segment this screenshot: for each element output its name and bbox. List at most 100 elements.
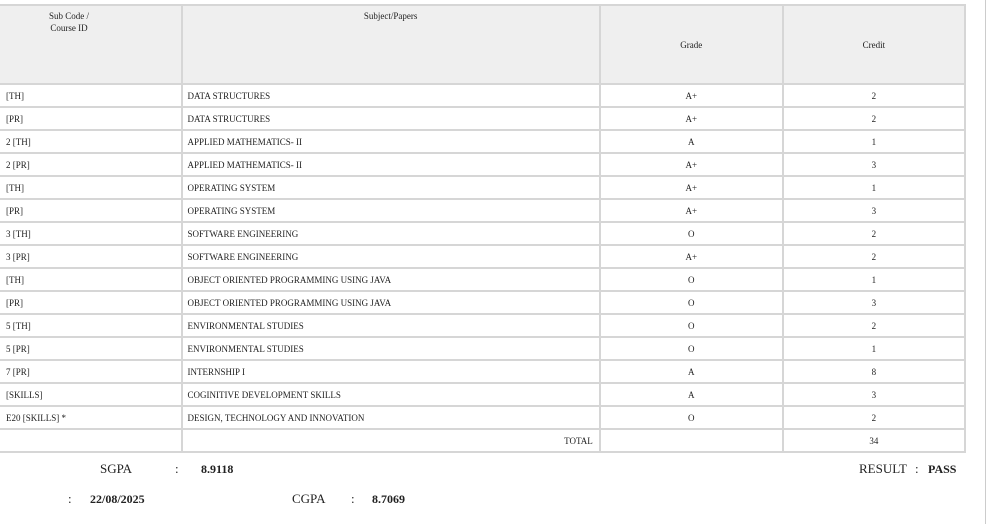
cell-code: 7 [PR]	[0, 359, 183, 384]
table-row: 5 [PR] ENVIRONMENTAL STUDIES O 1	[0, 336, 967, 361]
cell-code: 5 [PR]	[0, 336, 183, 361]
cell-credit: 1	[781, 175, 967, 200]
cgpa-value: 8.7069	[372, 492, 405, 506]
cell-credit: 1	[781, 336, 967, 361]
cell-subject: OPERATING SYSTEM	[180, 198, 601, 223]
cell-grade: O	[598, 267, 784, 292]
cgpa-label: CGPA	[292, 491, 326, 506]
result-label: RESULT	[859, 461, 907, 476]
cell-subject: INTERNSHIP I	[180, 359, 601, 384]
cell-code: [PR]	[0, 106, 183, 131]
page-edge-divider	[985, 0, 986, 524]
cell-subject: DESIGN, TECHNOLOGY AND INNOVATION	[180, 405, 601, 430]
cell-credit: 2	[781, 83, 967, 108]
total-blank	[0, 428, 182, 453]
cell-grade: A	[598, 382, 784, 407]
cell-subject: OBJECT ORIENTED PROGRAMMING USING JAVA	[180, 290, 601, 315]
table-row: [TH] DATA STRUCTURES A+ 2	[0, 83, 967, 108]
table-row: 2 [TH] APPLIED MATHEMATICS- II A 1	[0, 129, 967, 154]
table-row: [TH] OBJECT ORIENTED PROGRAMMING USING JA…	[0, 267, 967, 292]
sgpa-colon: :	[175, 461, 179, 476]
header-grade: Grade	[598, 4, 784, 85]
sgpa-label: SGPA	[100, 461, 133, 476]
cell-credit: 3	[781, 198, 967, 223]
cell-credit: 2	[781, 221, 967, 246]
cell-subject: DATA STRUCTURES	[180, 106, 601, 131]
cell-grade: A+	[598, 106, 784, 131]
table-header: Sub Code / Course ID Subject/Papers Grad…	[0, 4, 967, 85]
table-row: [TH] OPERATING SYSTEM A+ 1	[0, 175, 967, 200]
cell-credit: 1	[781, 129, 967, 154]
date-value: 22/08/2025	[90, 492, 145, 506]
cell-credit: 2	[781, 106, 967, 131]
cell-code: [PR]	[0, 198, 183, 223]
total-label: TOTAL	[180, 428, 601, 453]
cell-code: [TH]	[0, 83, 183, 108]
table-row: [PR] OPERATING SYSTEM A+ 3	[0, 198, 967, 223]
table-row: 2 [PR] APPLIED MATHEMATICS- II A+ 3	[0, 152, 967, 177]
results-table: Sub Code / Course ID Subject/Papers Grad…	[0, 4, 967, 453]
cell-code: [TH]	[0, 267, 183, 292]
cell-code: [TH]	[0, 175, 183, 200]
cell-subject: DATA STRUCTURES	[180, 83, 601, 108]
cell-code: 5 [TH]	[0, 313, 183, 338]
cell-code: [SKILLS]	[0, 382, 183, 407]
cell-grade: O	[598, 336, 784, 361]
cell-code: [PR]	[0, 290, 183, 315]
header-subject: Subject/Papers	[180, 4, 601, 85]
cell-grade: O	[598, 290, 784, 315]
cell-grade: A+	[598, 198, 784, 223]
cell-grade: A	[598, 129, 784, 154]
result-colon: :	[915, 461, 919, 476]
cell-grade: O	[598, 221, 784, 246]
cell-credit: 3	[781, 382, 967, 407]
table-row: 3 [PR] SOFTWARE ENGINEERING A+ 2	[0, 244, 967, 269]
date-colon: :	[68, 491, 72, 506]
cell-code: 2 [PR]	[0, 152, 183, 177]
cell-grade: A	[598, 359, 784, 384]
cell-credit: 3	[781, 290, 967, 315]
header-code: Sub Code / Course ID	[0, 4, 183, 85]
table-row: 3 [TH] SOFTWARE ENGINEERING O 2	[0, 221, 967, 246]
result-value: PASS	[928, 462, 957, 476]
cell-credit: 2	[781, 313, 967, 338]
cell-subject: ENVIRONMENTAL STUDIES	[180, 336, 601, 361]
cell-grade: A+	[598, 152, 784, 177]
cell-code: 3 [PR]	[0, 244, 183, 269]
cell-subject: OPERATING SYSTEM	[180, 175, 601, 200]
cell-subject: COGINITIVE DEVELOPMENT SKILLS	[180, 382, 601, 407]
table-row: 5 [TH] ENVIRONMENTAL STUDIES O 2	[0, 313, 967, 338]
cell-code: 3 [TH]	[0, 221, 183, 246]
cell-credit: 2	[781, 244, 967, 269]
cell-code: 2 [TH]	[0, 129, 183, 154]
cell-grade: O	[598, 405, 784, 430]
cell-grade: A+	[598, 244, 784, 269]
total-row: TOTAL 34	[0, 428, 967, 453]
cell-grade: A+	[598, 175, 784, 200]
cell-subject: SOFTWARE ENGINEERING	[180, 244, 601, 269]
cell-subject: SOFTWARE ENGINEERING	[180, 221, 601, 246]
cell-subject: OBJECT ORIENTED PROGRAMMING USING JAVA	[180, 267, 601, 292]
cell-subject: APPLIED MATHEMATICS- II	[180, 129, 601, 154]
table-row: E20 [SKILLS] * DESIGN, TECHNOLOGY AND INN…	[0, 405, 967, 430]
cell-credit: 3	[781, 152, 967, 177]
cell-credit: 8	[781, 359, 967, 384]
header-code-text: Sub Code / Course ID	[48, 11, 89, 33]
cell-credit: 1	[781, 267, 967, 292]
cell-subject: ENVIRONMENTAL STUDIES	[180, 313, 601, 338]
cell-code: E20 [SKILLS] *	[0, 405, 183, 430]
cell-credit: 2	[781, 405, 967, 430]
sgpa-value: 8.9118	[201, 462, 234, 476]
cell-grade: A+	[598, 83, 784, 108]
cell-subject: APPLIED MATHEMATICS- II	[180, 152, 601, 177]
total-grade-blank	[598, 428, 784, 453]
table-row: [PR] DATA STRUCTURES A+ 2	[0, 106, 967, 131]
cgpa-colon: :	[351, 491, 355, 506]
header-subject-text: Subject/Papers	[363, 11, 418, 21]
cell-grade: O	[598, 313, 784, 338]
header-credit: Credit	[781, 4, 967, 85]
total-credit: 34	[781, 428, 967, 453]
table-row: [PR] OBJECT ORIENTED PROGRAMMING USING JA…	[0, 290, 967, 315]
table-row: [SKILLS] COGINITIVE DEVELOPMENT SKILLS A 3	[0, 382, 967, 407]
